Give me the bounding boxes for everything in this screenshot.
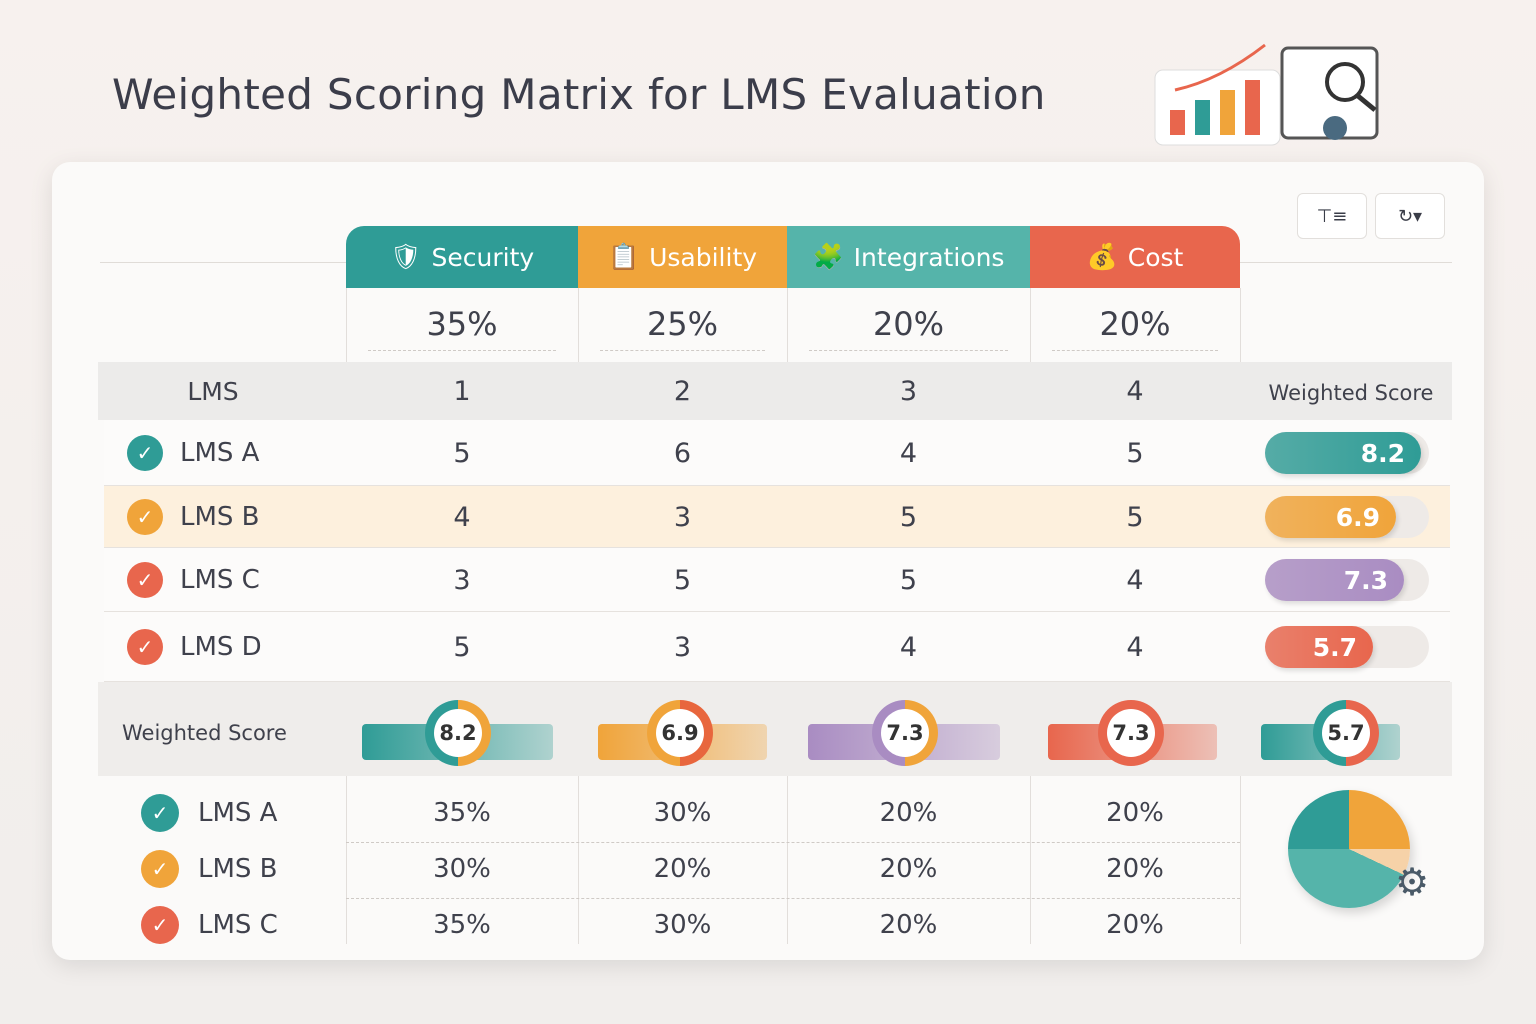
score-cell: 3 [673,631,692,663]
score-cell: 3 [453,564,471,596]
score-cell: 4 [453,501,471,533]
score-cell: 5 [1126,501,1144,533]
score-cell: 4 [899,631,918,663]
breakdown-cell: 20% [1106,910,1164,940]
breakdown-cell: 20% [879,854,938,884]
criterion-number: 4 [1126,375,1144,407]
chart-magnifier-icon [1154,43,1379,146]
refresh-button[interactable]: ↻▾ [1375,193,1445,239]
weighted-score-pill: 5.7 [1265,626,1373,668]
score-badge: 7.3 [872,700,938,766]
check-icon: ✓ [127,499,163,535]
breakdown-cell: 20% [1106,798,1164,828]
breakdown-lms-name: LMS B [198,854,278,884]
analytics-illustration [1150,40,1410,150]
score-cell: 4 [899,437,918,469]
lms-name: LMS B [180,502,260,532]
table-row[interactable] [104,420,1450,486]
criterion-weight: 25% [646,305,719,343]
table-row[interactable] [104,548,1450,612]
score-cell: 4 [1126,631,1144,663]
tab-usability[interactable]: 📋 Usability [578,226,787,288]
check-icon: ✓ [141,794,179,832]
score-badge: 5.7 [1313,700,1379,766]
breakdown-cell: 20% [1106,854,1164,884]
criterion-weight: 20% [872,305,945,343]
lms-name: LMS A [180,438,260,468]
breakdown-cell: 20% [653,854,712,884]
criterion-number: 2 [673,375,692,407]
breakdown-cell: 35% [433,910,491,940]
criterion-weight: 35% [426,305,498,343]
score-badge: 8.2 [425,700,491,766]
breakdown-cell: 30% [653,910,712,940]
table-row[interactable] [104,486,1450,548]
lms-name: LMS C [180,565,260,595]
check-icon: ✓ [127,435,163,471]
breakdown-cell: 35% [433,798,491,828]
weighted-score-header: Weighted Score [1268,381,1434,405]
score-cell: 5 [899,501,918,533]
score-cell: 6 [673,437,692,469]
money-bag-icon: 💰 [1086,242,1118,271]
lms-header: LMS [187,376,239,406]
check-icon: ✓ [141,850,179,888]
lms-name: LMS D [180,632,262,662]
breakdown-cell: 30% [653,798,712,828]
criterion-number: 3 [899,375,918,407]
weighted-score-pill: 8.2 [1265,432,1421,474]
breakdown-lms-name: LMS A [198,798,278,828]
breakdown-lms-name: LMS C [198,910,278,940]
page-title: Weighted Scoring Matrix for LMS Evaluati… [112,70,1046,119]
score-cell: 5 [899,564,918,596]
pie-chart [1288,790,1410,908]
check-icon: ✓ [127,629,163,665]
summary-row [98,682,1452,776]
puzzle-icon: 🧩 [812,242,844,271]
check-icon: ✓ [127,562,163,598]
filter-button[interactable]: ⊤≡ [1297,193,1367,239]
score-cell: 5 [453,631,471,663]
score-cell: 5 [673,564,692,596]
score-cell: 4 [1126,564,1144,596]
tab-security[interactable]: 🛡 Security [346,226,578,288]
weighted-score-pill: 6.9 [1265,496,1396,538]
filter-icon: ⊤≡ [1316,205,1348,227]
shield-icon: 🛡 [389,242,422,271]
check-icon: ✓ [141,906,179,944]
table-row[interactable] [104,612,1450,682]
score-cell: 5 [1126,437,1144,469]
breakdown-cell: 30% [433,854,491,884]
header-row [98,362,1452,420]
refresh-dropdown-icon: ↻▾ [1397,205,1423,227]
gear-icon[interactable]: ⚙ [1395,860,1430,904]
checklist-icon: 📋 [607,242,640,271]
criterion-number: 1 [453,375,471,407]
breakdown-cell: 20% [879,798,938,828]
score-badge: 6.9 [647,700,713,766]
criterion-weight: 20% [1099,305,1171,343]
score-cell: 3 [673,501,692,533]
tab-integrations[interactable]: 🧩 Integrations [787,226,1030,288]
weighted-score-pill: 7.3 [1265,559,1404,601]
breakdown-cell: 20% [879,910,938,940]
tab-cost[interactable]: 💰 Cost [1030,226,1240,288]
score-cell: 5 [453,437,471,469]
summary-label: Weighted Score [122,721,287,745]
score-badge: 7.3 [1098,700,1164,766]
